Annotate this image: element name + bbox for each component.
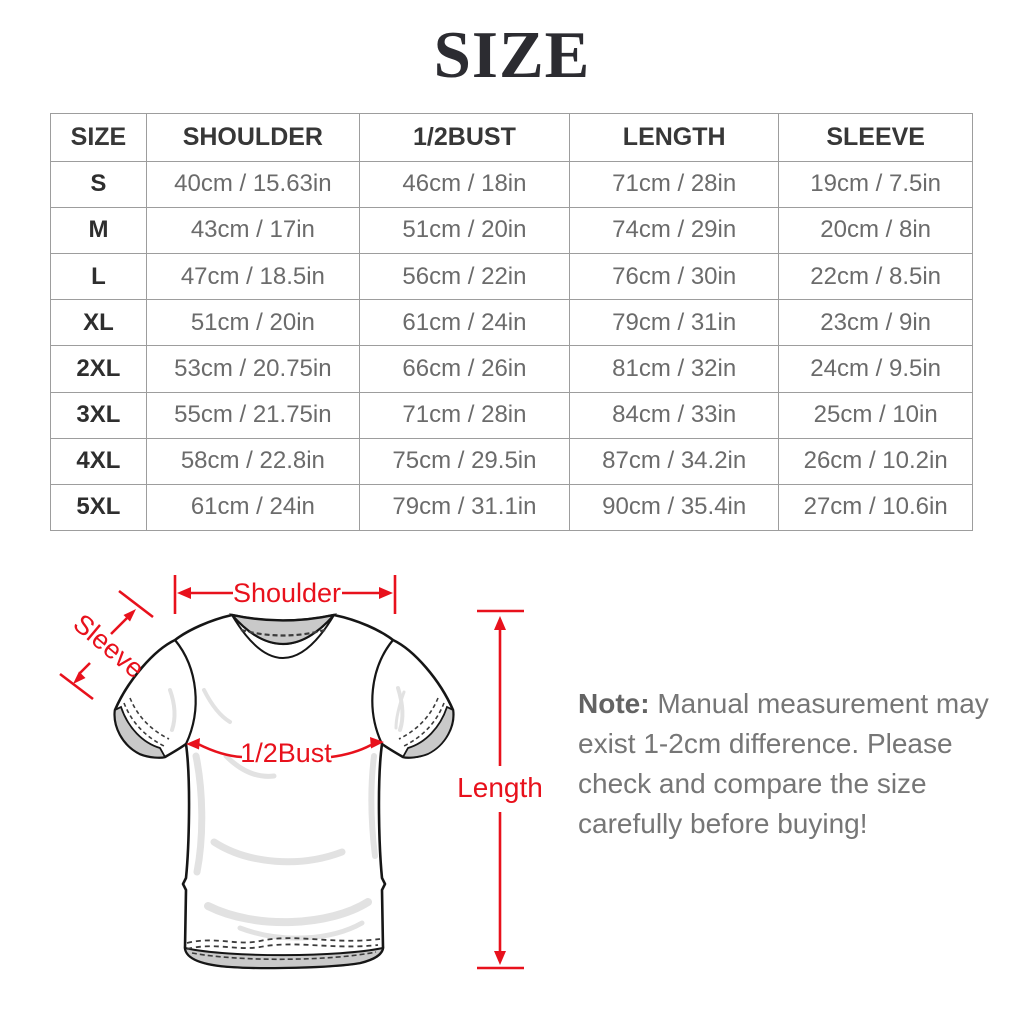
size-cell: S bbox=[50, 160, 147, 208]
hem-band-stitch bbox=[191, 951, 377, 961]
sleeve-cell: 26cm / 10.2in bbox=[778, 437, 973, 485]
hem-top-stitches bbox=[186, 937, 381, 950]
length-cell: 74cm / 29in bbox=[569, 206, 780, 255]
bust-cell: 75cm / 29.5in bbox=[358, 437, 571, 485]
hem-band bbox=[183, 946, 385, 969]
sleeve-cell: 24cm / 9.5in bbox=[778, 345, 973, 393]
size-cell: 2XL bbox=[50, 345, 147, 393]
table-row: L 47cm / 18.5in 56cm / 22in 76cm / 30in … bbox=[50, 253, 973, 301]
header-length: LENGTH bbox=[569, 113, 780, 162]
right-armhole-seam bbox=[371, 639, 394, 745]
size-cell: XL bbox=[50, 299, 147, 347]
table-row: S 40cm / 15.63in 46cm / 18in 71cm / 28in… bbox=[50, 160, 973, 208]
shoulder-cell: 40cm / 15.63in bbox=[145, 160, 360, 208]
length-cell: 90cm / 35.4in bbox=[569, 483, 780, 532]
arrow-down-left-icon bbox=[73, 671, 86, 684]
size-cell: 5XL bbox=[50, 483, 147, 532]
length-label: Length bbox=[457, 772, 543, 803]
size-cell: L bbox=[50, 253, 147, 301]
header-shoulder: SHOULDER bbox=[145, 113, 360, 162]
size-cell: 4XL bbox=[50, 437, 147, 485]
right-cuff-stitches bbox=[398, 697, 445, 747]
tshirt-body-outline bbox=[113, 613, 455, 970]
sleeve-cell: 27cm / 10.6in bbox=[778, 483, 973, 532]
length-cell: 79cm / 31in bbox=[569, 299, 780, 347]
header-size: SIZE bbox=[50, 113, 147, 162]
sleeve-cell: 20cm / 8in bbox=[778, 206, 973, 255]
sleeve-cell: 19cm / 7.5in bbox=[778, 160, 973, 208]
arrow-up-icon bbox=[494, 616, 506, 630]
note-text: Note: Manual measurement may exist 1-2cm… bbox=[578, 684, 992, 844]
shoulder-cell: 51cm / 20in bbox=[145, 299, 360, 347]
shoulder-cell: 55cm / 21.75in bbox=[145, 391, 360, 439]
collar-stitch-line bbox=[240, 628, 326, 637]
tshirt-illustration bbox=[113, 613, 455, 970]
table-row: XL 51cm / 20in 61cm / 24in 79cm / 31in 2… bbox=[50, 299, 973, 347]
table-row: 3XL 55cm / 21.75in 71cm / 28in 84cm / 33… bbox=[50, 391, 973, 439]
sleeve-cell: 22cm / 8.5in bbox=[778, 253, 973, 301]
table-row: 5XL 61cm / 24in 79cm / 31.1in 90cm / 35.… bbox=[50, 483, 973, 532]
length-cell: 84cm / 33in bbox=[569, 391, 780, 439]
left-cuff-stitches bbox=[123, 697, 170, 747]
header-sleeve: SLEEVE bbox=[778, 113, 973, 162]
bust-cell: 79cm / 31.1in bbox=[358, 483, 571, 532]
length-cell: 87cm / 34.2in bbox=[569, 437, 780, 485]
arrow-down-icon bbox=[494, 951, 506, 965]
shoulder-cell: 58cm / 22.8in bbox=[145, 437, 360, 485]
table-header-row: SIZE SHOULDER 1/2BUST LENGTH SLEEVE bbox=[50, 113, 973, 162]
measurement-annotations: Shoulder Sleeve 1/2Bust bbox=[59, 575, 543, 970]
bust-cell: 61cm / 24in bbox=[358, 299, 571, 347]
arrow-left-icon bbox=[177, 587, 191, 599]
arrow-up-right-icon bbox=[123, 609, 136, 622]
shoulder-cell: 53cm / 20.75in bbox=[145, 345, 360, 393]
shoulder-measure-arrow bbox=[173, 575, 397, 614]
size-table-container: SIZE SHOULDER 1/2BUST LENGTH SLEEVE S 40… bbox=[50, 113, 973, 532]
table-row: 4XL 58cm / 22.8in 75cm / 29.5in 87cm / 3… bbox=[50, 437, 973, 485]
table-row: 2XL 53cm / 20.75in 66cm / 26in 81cm / 32… bbox=[50, 345, 973, 393]
bust-cell: 71cm / 28in bbox=[358, 391, 571, 439]
bust-cell: 51cm / 20in bbox=[358, 206, 571, 255]
arrow-right-icon bbox=[370, 737, 384, 749]
length-cell: 76cm / 30in bbox=[569, 253, 780, 301]
arrow-left-icon bbox=[186, 738, 200, 750]
note-label: Note: bbox=[578, 688, 650, 719]
bust-measure-arrow bbox=[186, 737, 384, 759]
sleeve-cell: 23cm / 9in bbox=[778, 299, 973, 347]
length-cell: 81cm / 32in bbox=[569, 345, 780, 393]
bust-label: 1/2Bust bbox=[240, 738, 332, 768]
length-cell: 71cm / 28in bbox=[569, 160, 780, 208]
bust-cell: 46cm / 18in bbox=[358, 160, 571, 208]
shoulder-cell: 61cm / 24in bbox=[145, 483, 360, 532]
sleeve-cell: 25cm / 10in bbox=[778, 391, 973, 439]
bust-cell: 66cm / 26in bbox=[358, 345, 571, 393]
page-title: SIZE bbox=[433, 18, 591, 92]
table-row: M 43cm / 17in 51cm / 20in 74cm / 29in 20… bbox=[50, 206, 973, 255]
left-armhole-seam bbox=[174, 639, 197, 745]
sleeve-measure-arrow bbox=[59, 589, 154, 701]
header-bust: 1/2BUST bbox=[358, 113, 571, 162]
shoulder-label: Shoulder bbox=[233, 578, 341, 608]
shoulder-cell: 47cm / 18.5in bbox=[145, 253, 360, 301]
bust-cell: 56cm / 22in bbox=[358, 253, 571, 301]
length-measure-arrow bbox=[477, 609, 524, 970]
tshirt-measurement-diagram: Shoulder Sleeve 1/2Bust bbox=[59, 575, 543, 970]
arrow-right-icon bbox=[379, 587, 393, 599]
size-table: SIZE SHOULDER 1/2BUST LENGTH SLEEVE S 40… bbox=[50, 113, 973, 532]
size-cell: 3XL bbox=[50, 391, 147, 439]
collar-inside bbox=[228, 613, 338, 646]
shoulder-cell: 43cm / 17in bbox=[145, 206, 360, 255]
size-cell: M bbox=[50, 206, 147, 255]
note-body: Manual measurement may exist 1-2cm diffe… bbox=[578, 688, 989, 839]
right-cuff-band bbox=[401, 705, 455, 759]
left-cuff-band bbox=[113, 705, 167, 759]
